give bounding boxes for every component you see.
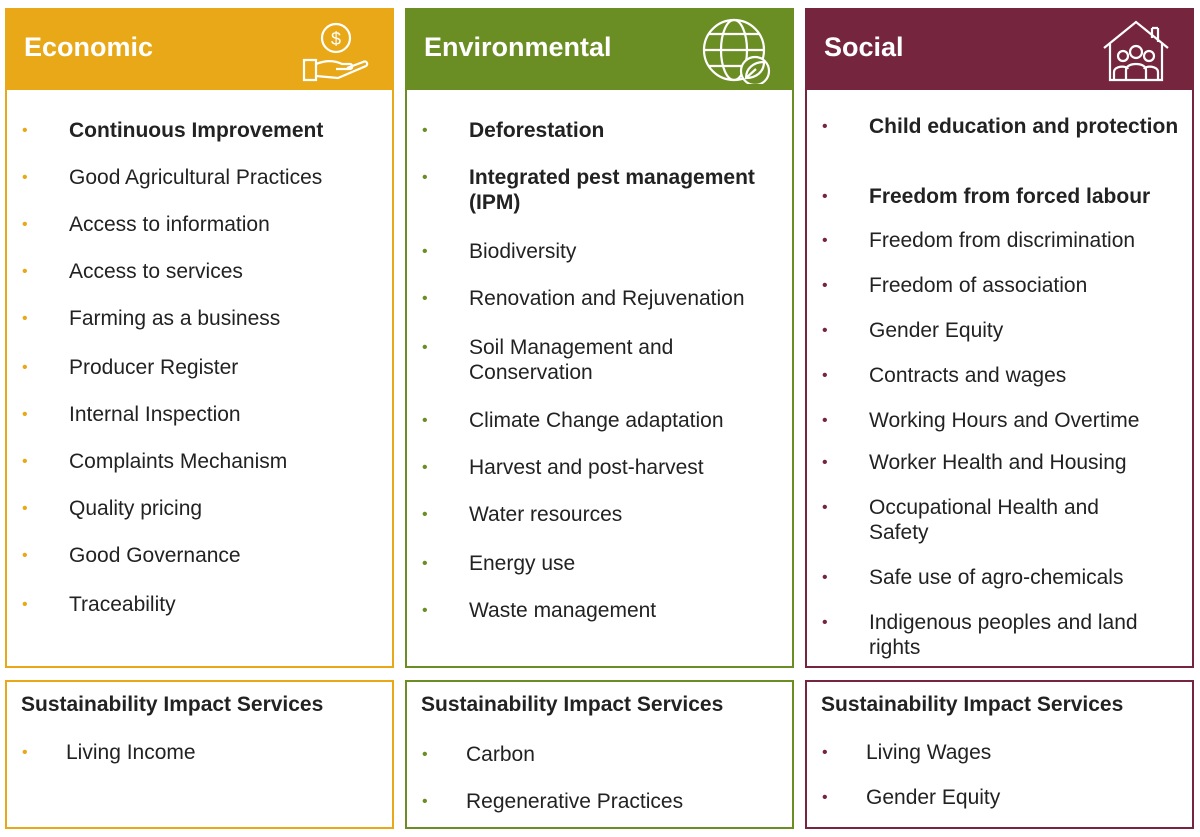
bullet-icon: •	[422, 169, 428, 186]
globe-leaf-icon	[700, 16, 772, 87]
topic-label: Energy use	[469, 552, 576, 575]
bullet-icon: •	[822, 569, 828, 586]
topic-label: Working Hours and Overtime	[869, 409, 1140, 432]
topic-label: Producer Register	[69, 356, 239, 379]
house-family-icon	[1100, 16, 1172, 84]
bullet-icon: •	[22, 596, 28, 613]
pillar-header: Environmental	[407, 10, 792, 90]
bullet-icon: •	[22, 263, 28, 280]
topic-label: Complaints Mechanism	[69, 450, 288, 473]
bullet-icon: •	[22, 453, 28, 470]
impact-service-label: Gender Equity	[866, 786, 1001, 809]
topic-label: Quality pricing	[69, 497, 203, 520]
topic-label: Traceability	[69, 593, 176, 616]
bullet-icon: •	[822, 454, 828, 471]
pillar-box: Economic $ • Continuous Improvement • Good …	[5, 8, 394, 668]
bullet-icon: •	[422, 555, 428, 572]
topic-label: Internal Inspection	[69, 403, 241, 426]
topic-label: Occupational Health and Safety	[869, 496, 1099, 544]
topic-label: Freedom from forced labour	[869, 185, 1151, 208]
bullet-icon: •	[22, 216, 28, 233]
impact-services-title: Sustainability Impact Services	[821, 693, 1124, 716]
bullet-icon: •	[822, 499, 828, 516]
bullet-icon: •	[422, 459, 428, 476]
topic-label: Safe use of agro-chemicals	[869, 566, 1124, 589]
pillar-box: Environmental • Deforestation • Integrated …	[405, 8, 794, 668]
topic-label: Soil Management and Conservation	[469, 336, 674, 384]
bullet-icon: •	[822, 789, 828, 806]
bullet-icon: •	[822, 232, 828, 249]
pillar-header: Social	[807, 10, 1192, 90]
topic-label: Indigenous peoples and land rights	[869, 611, 1138, 659]
topic-label: Farming as a business	[69, 307, 281, 330]
bullet-icon: •	[22, 500, 28, 517]
bullet-icon: •	[422, 339, 428, 356]
topic-label: Worker Health and Housing	[869, 451, 1127, 474]
pillar-header: Economic $	[7, 10, 392, 90]
topic-label: Harvest and post-harvest	[469, 456, 704, 479]
topic-label: Access to information	[69, 213, 270, 236]
bullet-icon: •	[22, 547, 28, 564]
topic-label: Waste management	[469, 599, 657, 622]
impact-service-label: Carbon	[466, 743, 535, 766]
impact-service-label: Living Income	[66, 741, 196, 764]
topic-label: Access to services	[69, 260, 243, 283]
topic-label: Child education and protection	[869, 115, 1179, 138]
bullet-icon: •	[822, 188, 828, 205]
bullet-icon: •	[822, 412, 828, 429]
bullet-icon: •	[822, 614, 828, 631]
bullet-icon: •	[22, 122, 28, 139]
bullet-icon: •	[22, 744, 28, 761]
topic-label: Deforestation	[469, 119, 605, 142]
bullet-icon: •	[22, 169, 28, 186]
topic-label: Freedom of association	[869, 274, 1088, 297]
bullet-icon: •	[822, 367, 828, 384]
bullet-icon: •	[422, 602, 428, 619]
bullet-icon: •	[22, 310, 28, 327]
topic-label: Renovation and Rejuvenation	[469, 287, 745, 310]
bullet-icon: •	[422, 412, 428, 429]
bullet-icon: •	[422, 793, 428, 810]
impact-services-title: Sustainability Impact Services	[21, 693, 324, 716]
topic-label: Climate Change adaptation	[469, 409, 724, 432]
bullet-icon: •	[422, 290, 428, 307]
pillar-box: Social • Child education and protection • F…	[805, 8, 1194, 668]
bullet-icon: •	[822, 118, 828, 135]
impact-services-box: Sustainability Impact Services • Living W…	[805, 680, 1194, 829]
bullet-icon: •	[822, 322, 828, 339]
bullet-icon: •	[422, 243, 428, 260]
topic-label: Biodiversity	[469, 240, 577, 263]
bullet-icon: •	[822, 744, 828, 761]
topic-label: Integrated pest management (IPM)	[469, 166, 755, 214]
topic-label: Continuous Improvement	[69, 119, 324, 142]
impact-service-label: Living Wages	[866, 741, 992, 764]
impact-services-box: Sustainability Impact Services • Living I…	[5, 680, 394, 829]
topic-label: Gender Equity	[869, 319, 1004, 342]
bullet-icon: •	[422, 746, 428, 763]
bullet-icon: •	[422, 506, 428, 523]
bullet-icon: •	[822, 277, 828, 294]
pillar-title: Social	[824, 32, 904, 62]
pillar-title: Economic	[24, 32, 154, 62]
impact-services-title: Sustainability Impact Services	[421, 693, 724, 716]
topic-label: Freedom from discrimination	[869, 229, 1136, 252]
bullet-icon: •	[422, 122, 428, 139]
impact-services-box: Sustainability Impact Services • Carbon • R…	[405, 680, 794, 829]
pillar-title: Environmental	[424, 32, 612, 62]
topic-label: Good Governance	[69, 544, 241, 567]
hand-coin-icon: $	[300, 16, 372, 84]
topic-label: Contracts and wages	[869, 364, 1067, 387]
bullet-icon: •	[22, 406, 28, 423]
topic-label: Water resources	[469, 503, 623, 526]
svg-text:$: $	[331, 29, 341, 49]
impact-service-label: Regenerative Practices	[466, 790, 684, 813]
topic-label: Good Agricultural Practices	[69, 166, 323, 189]
bullet-icon: •	[22, 359, 28, 376]
